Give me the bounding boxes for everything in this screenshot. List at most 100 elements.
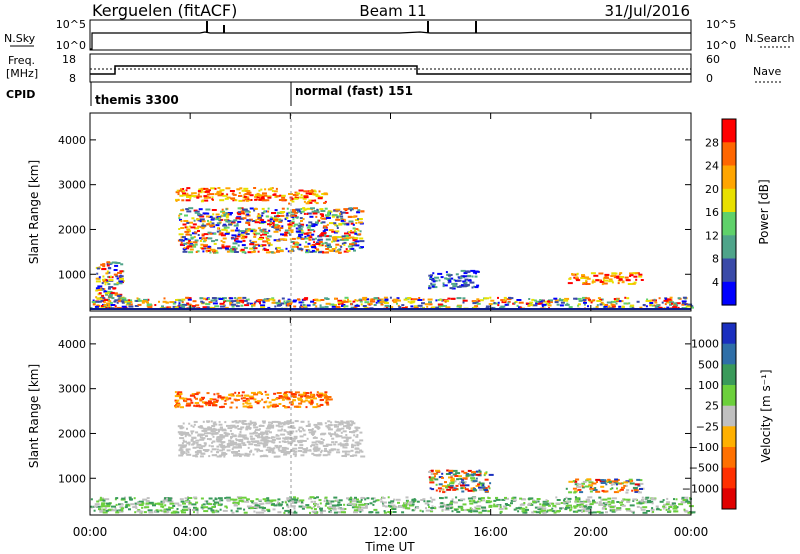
echo-cell	[114, 498, 117, 501]
echo-cell	[172, 305, 177, 308]
echo-cell	[165, 301, 169, 304]
echo-cell	[444, 300, 447, 303]
echo-cell	[555, 510, 560, 513]
echo-cell	[195, 251, 198, 253]
echo-cell	[221, 452, 226, 455]
echo-cell	[318, 250, 323, 253]
echo-cell	[219, 231, 222, 234]
echo-cell	[604, 273, 610, 276]
echo-cell	[349, 420, 353, 423]
echo-cell	[281, 207, 285, 210]
echo-cell	[438, 305, 443, 308]
echo-cell	[134, 305, 139, 307]
echo-cell	[286, 503, 289, 506]
echo-cell	[294, 211, 298, 214]
echo-cell	[110, 304, 116, 306]
echo-cell	[235, 305, 240, 308]
echo-cell	[265, 393, 270, 396]
colorbar-segment	[722, 142, 736, 167]
echo-cell	[448, 471, 453, 474]
echo-cell	[243, 195, 247, 198]
echo-cell	[129, 498, 133, 501]
echo-cell	[220, 239, 223, 242]
echo-cell	[297, 210, 300, 213]
echo-cell	[320, 511, 324, 514]
echo-cell	[631, 479, 634, 482]
echo-cell	[262, 444, 267, 447]
echo-cell	[238, 433, 242, 436]
echo-cell	[671, 302, 673, 305]
echo-cell	[324, 228, 328, 231]
echo-cell	[313, 210, 316, 212]
echo-cell	[297, 243, 302, 246]
echo-cell	[277, 448, 280, 451]
echo-cell	[249, 302, 253, 305]
echo-cell	[290, 505, 296, 508]
echo-cell	[229, 406, 233, 409]
echo-cell	[245, 229, 249, 232]
echo-cell	[176, 405, 180, 408]
echo-cell	[203, 195, 208, 198]
echo-cell	[666, 298, 672, 301]
echo-cell	[211, 196, 214, 199]
echo-cell	[450, 479, 456, 482]
echo-cell	[537, 302, 543, 305]
echo-cell	[442, 504, 447, 507]
echo-cell	[237, 240, 243, 243]
echo-cell	[382, 496, 384, 499]
echo-cell	[271, 301, 276, 304]
colorbar-segment	[722, 343, 736, 365]
echo-cell	[249, 435, 253, 438]
echo-cell	[245, 394, 250, 397]
echo-cell	[196, 391, 201, 394]
echo-cell	[312, 223, 318, 226]
echo-cell	[472, 306, 477, 309]
echo-cell	[452, 473, 457, 476]
echo-cell	[214, 187, 217, 190]
echo-cell	[294, 420, 299, 423]
echo-cell	[321, 242, 325, 245]
echo-cell	[317, 427, 320, 430]
echo-cell	[348, 220, 354, 223]
echo-cell	[215, 213, 220, 216]
echo-cell	[221, 214, 224, 217]
echo-cell	[686, 499, 689, 502]
echo-cell	[267, 207, 270, 210]
echo-cell	[289, 441, 294, 444]
echo-cell	[324, 200, 327, 203]
echo-cell	[632, 499, 635, 502]
echo-cell	[307, 224, 312, 227]
echo-cell	[241, 442, 246, 445]
echo-cell	[188, 501, 192, 504]
echo-cell	[615, 302, 618, 305]
echo-cell	[485, 305, 490, 308]
echo-cell	[453, 278, 456, 281]
echo-cell	[333, 443, 337, 446]
echo-cell	[214, 497, 217, 500]
echo-cell	[217, 497, 223, 500]
echo-cell	[290, 511, 295, 514]
echo-cell	[191, 393, 195, 396]
colorbar-tick-label: 20	[705, 183, 719, 196]
echo-cell	[434, 507, 437, 510]
echo-cell	[168, 500, 174, 503]
echo-cell	[200, 243, 204, 246]
echo-cell	[103, 301, 106, 304]
echo-cell	[185, 226, 189, 229]
echo-cell	[589, 487, 595, 490]
echo-cell	[305, 425, 311, 427]
echo-cell	[269, 431, 272, 434]
echo-cell	[278, 445, 282, 448]
echo-cell	[95, 300, 100, 303]
echo-cell	[333, 231, 338, 234]
echo-cell	[217, 428, 223, 431]
echo-cell	[429, 476, 435, 479]
echo-cell	[405, 496, 409, 499]
echo-cell	[309, 403, 313, 406]
echo-cell	[407, 503, 412, 506]
echo-cell	[254, 448, 260, 451]
echo-cell	[672, 302, 678, 305]
echo-cell	[289, 430, 295, 433]
echo-cell	[95, 277, 100, 280]
echo-cell	[681, 300, 687, 303]
